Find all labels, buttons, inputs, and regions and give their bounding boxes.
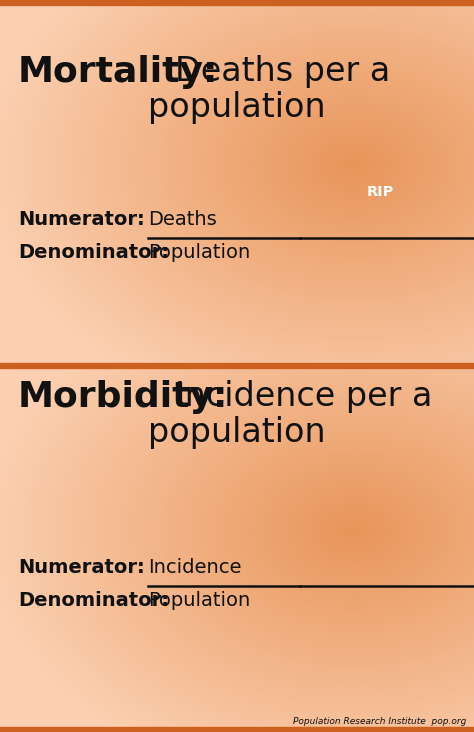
Text: Population: Population bbox=[148, 243, 250, 262]
Text: Deaths: Deaths bbox=[148, 210, 217, 229]
Text: Incidence per a: Incidence per a bbox=[175, 380, 432, 413]
Text: Denominator:: Denominator: bbox=[18, 243, 169, 262]
Text: Numerator:: Numerator: bbox=[18, 210, 145, 229]
Text: population: population bbox=[148, 416, 326, 449]
Bar bbox=[0, 727, 474, 732]
Text: Morbidity:: Morbidity: bbox=[18, 380, 228, 414]
Bar bbox=[0, 0, 474, 5]
Text: Population Research Institute  pop.org: Population Research Institute pop.org bbox=[292, 717, 466, 726]
Text: Incidence: Incidence bbox=[148, 558, 241, 577]
Text: Deaths per a: Deaths per a bbox=[175, 55, 390, 88]
Bar bbox=[0, 363, 474, 368]
Text: population: population bbox=[148, 91, 326, 124]
Text: Numerator:: Numerator: bbox=[18, 558, 145, 577]
Text: Mortality:: Mortality: bbox=[18, 55, 219, 89]
Text: RIP: RIP bbox=[366, 185, 393, 199]
Text: Denominator:: Denominator: bbox=[18, 591, 169, 610]
Text: Population: Population bbox=[148, 591, 250, 610]
